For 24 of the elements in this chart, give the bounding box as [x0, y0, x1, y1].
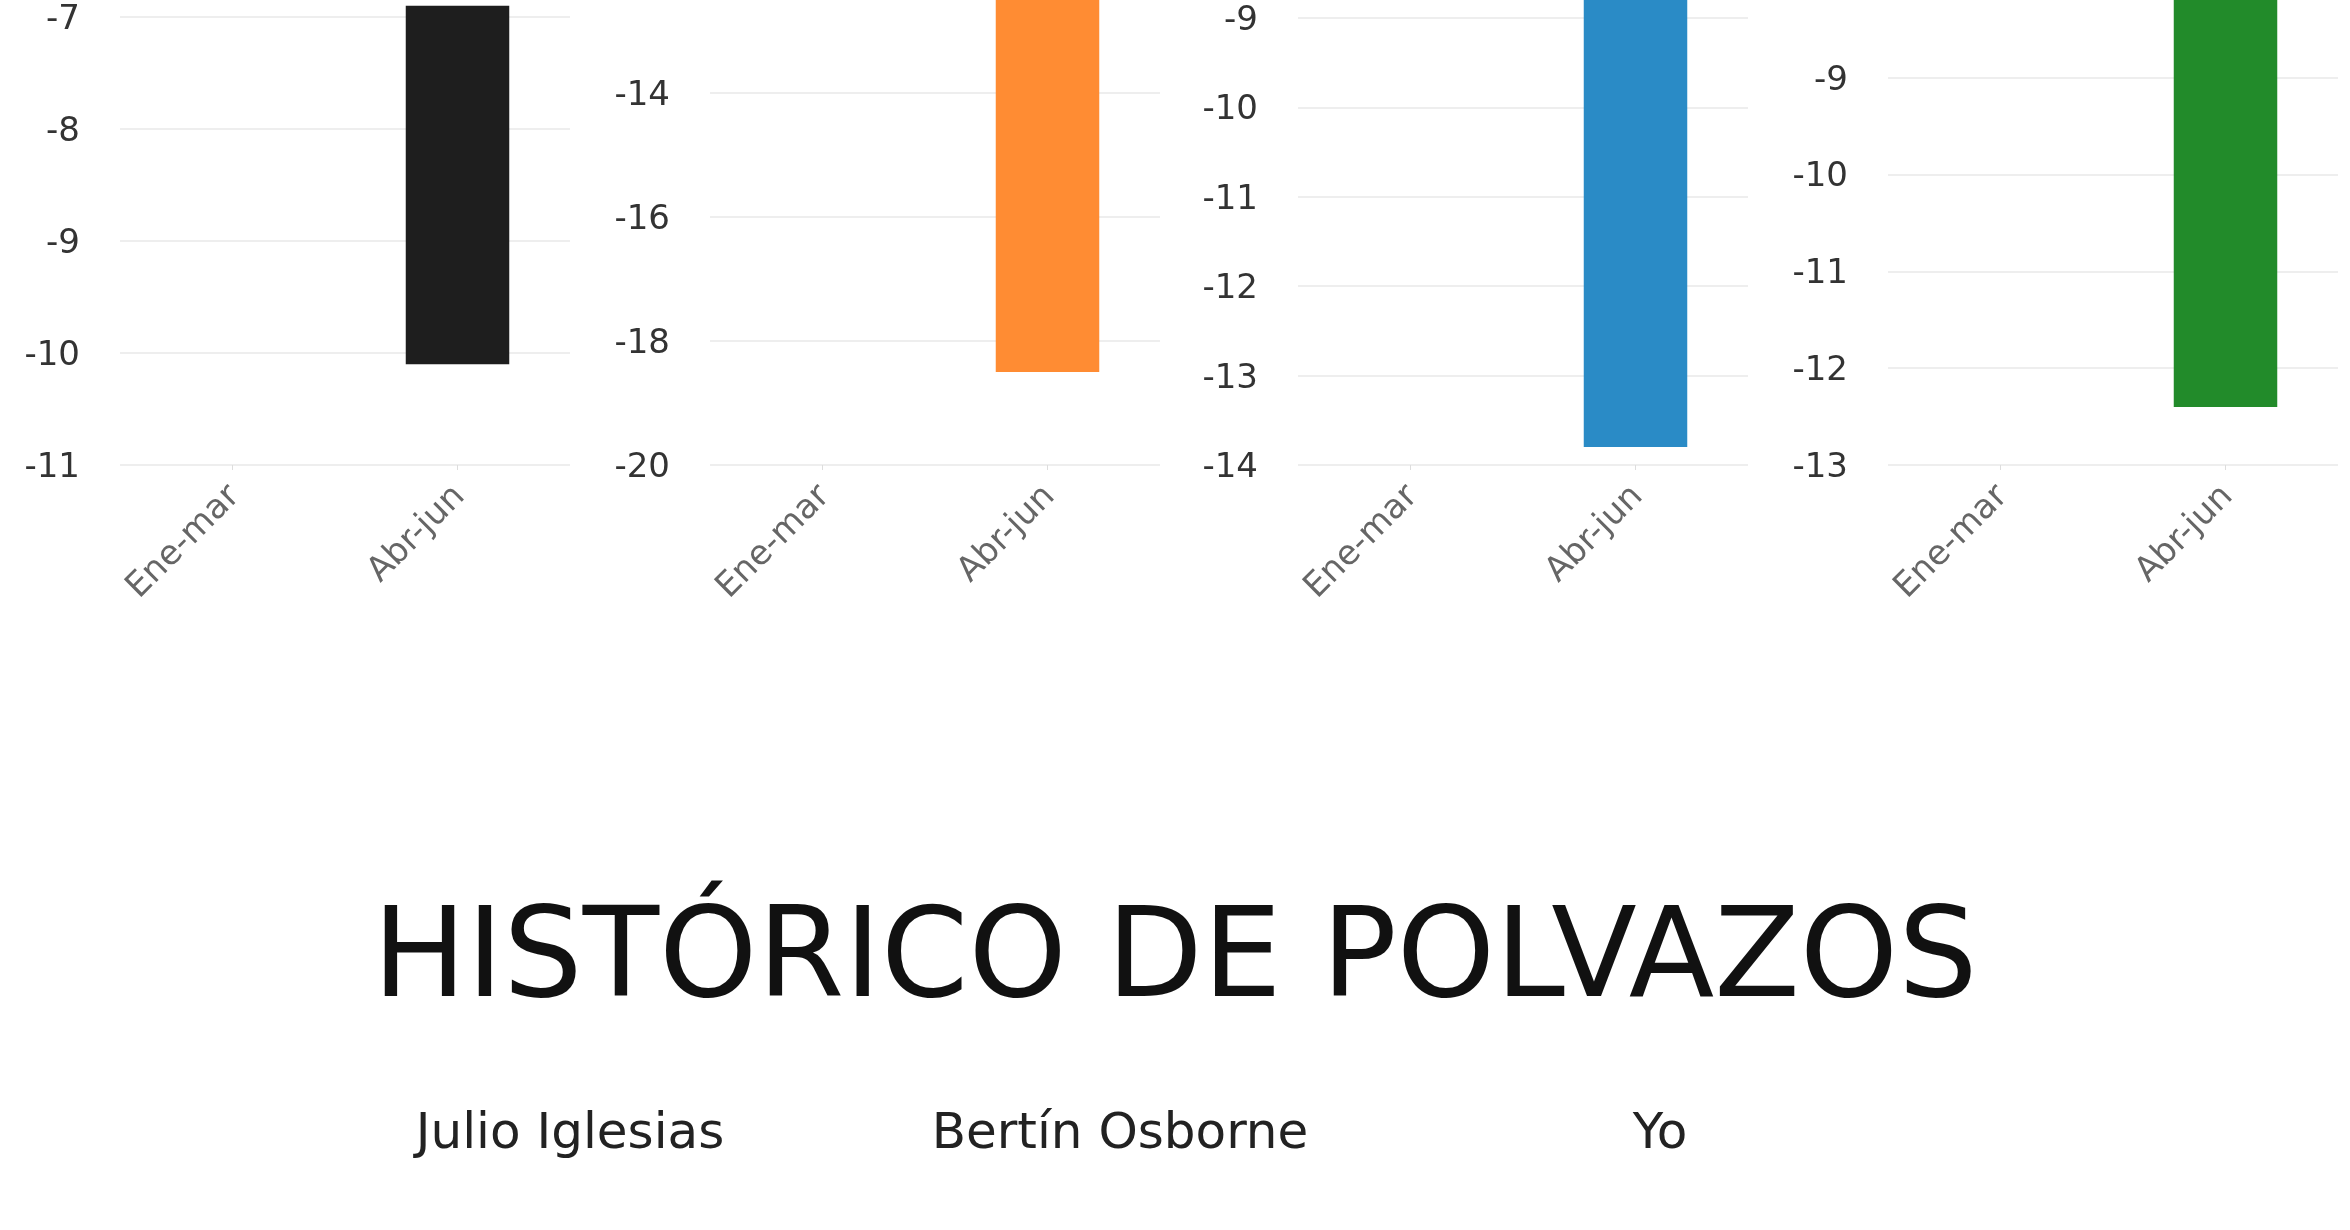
y-tick-label: -18 [614, 321, 670, 361]
text: Yo [1631, 1102, 1689, 1160]
text: Bertín Osborne [930, 1102, 1310, 1160]
y-tick-label: -9 [1224, 0, 1258, 38]
y-tick-label: -7 [46, 0, 80, 37]
y-tick-label: -10 [1202, 87, 1258, 128]
y-tick-label: -10 [1792, 154, 1848, 195]
y-tick-label: -14 [1202, 445, 1258, 485]
y-tick-label: -14 [614, 73, 670, 113]
text: Julio Iglesias [412, 1102, 726, 1160]
y-tick-label: -12 [1202, 266, 1258, 307]
y-tick-label: -9 [1814, 57, 1848, 98]
y-tick-label: -11 [1792, 251, 1848, 292]
y-tick-label: -11 [1202, 176, 1258, 217]
text: HISTÓRICO DE POLVAZOS [371, 880, 1979, 1025]
y-tick-label: -13 [1202, 355, 1258, 396]
y-tick-label: -11 [24, 445, 80, 485]
y-tick-label: -9 [46, 221, 80, 261]
y-tick-label: -10 [24, 333, 80, 373]
y-tick-label: -16 [614, 197, 670, 237]
y-tick-label: -12 [1792, 348, 1848, 389]
y-tick-label: -13 [1792, 445, 1848, 485]
y-tick-label: -20 [614, 445, 670, 485]
y-tick-label: -8 [46, 109, 80, 149]
